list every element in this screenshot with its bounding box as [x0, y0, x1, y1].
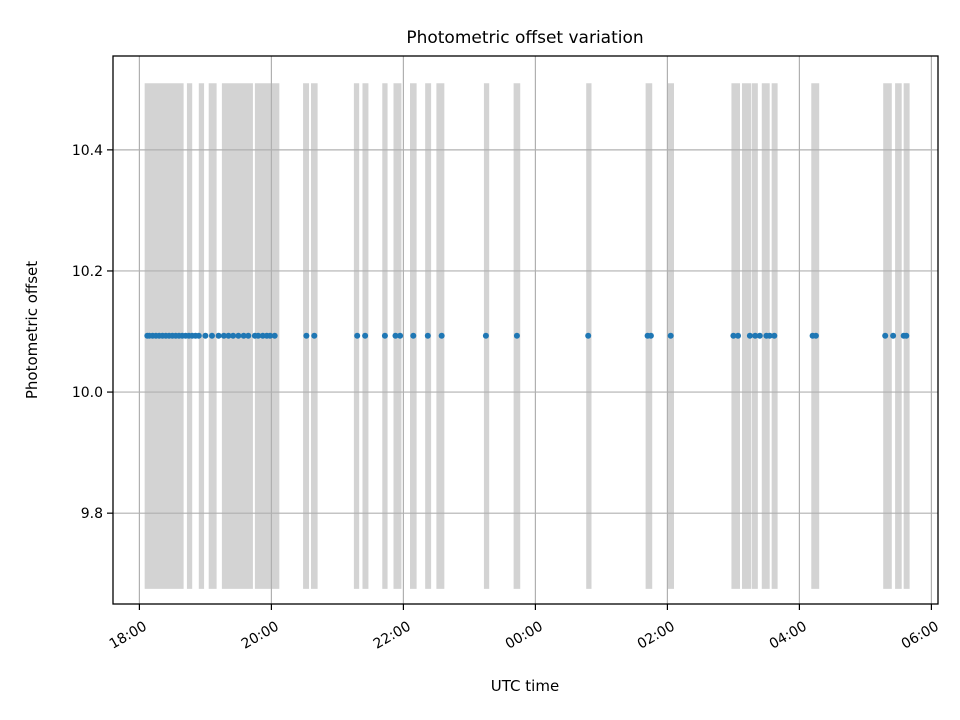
- data-point: [267, 332, 274, 339]
- data-point: [513, 332, 520, 339]
- data-point: [215, 332, 222, 339]
- data-point: [812, 332, 819, 339]
- y-tick-label: 10.4: [72, 143, 103, 159]
- data-point: [397, 332, 404, 339]
- data-point: [585, 332, 592, 339]
- data-point: [209, 332, 215, 339]
- data-point: [195, 332, 202, 339]
- data-point: [220, 332, 227, 339]
- chart-title: Photometric offset variation: [406, 28, 643, 48]
- data-point: [771, 332, 778, 339]
- y-tick-label: 10.0: [72, 385, 103, 401]
- data-point: [245, 332, 252, 339]
- data-point: [354, 332, 361, 339]
- data-point: [235, 332, 242, 339]
- data-point: [362, 332, 369, 339]
- y-axis-title: Photometric offset: [23, 261, 41, 399]
- data-point: [882, 332, 889, 339]
- data-point: [271, 332, 278, 339]
- data-point: [756, 332, 763, 339]
- data-point: [766, 332, 773, 339]
- data-points: [144, 332, 910, 339]
- data-point: [890, 332, 897, 339]
- data-point: [903, 332, 910, 339]
- data-point: [311, 332, 318, 339]
- data-point: [438, 332, 445, 339]
- data-point: [381, 332, 388, 339]
- data-point: [424, 332, 431, 339]
- data-point: [647, 332, 654, 339]
- data-point: [392, 332, 399, 339]
- data-point: [303, 332, 310, 339]
- data-point: [730, 332, 737, 339]
- y-tick-label: 9.8: [81, 506, 103, 522]
- data-point: [735, 332, 742, 339]
- data-point: [752, 332, 759, 339]
- data-point: [482, 332, 489, 339]
- data-point: [225, 332, 232, 339]
- x-axis-title: UTC time: [491, 677, 559, 695]
- grid-lines: [113, 56, 938, 604]
- data-point: [230, 332, 237, 339]
- y-tick-label: 10.2: [72, 264, 103, 280]
- data-point: [255, 332, 262, 339]
- data-point: [202, 332, 209, 339]
- y-axis-ticks: 9.8 10.0 10.2 10.4: [72, 143, 113, 522]
- data-point: [410, 332, 417, 339]
- shaded-band: [741, 83, 752, 589]
- plot-frame: [112, 55, 939, 605]
- data-point: [240, 332, 247, 339]
- data-point: [667, 332, 674, 339]
- data-point: [746, 332, 753, 339]
- shaded-band: [895, 83, 902, 589]
